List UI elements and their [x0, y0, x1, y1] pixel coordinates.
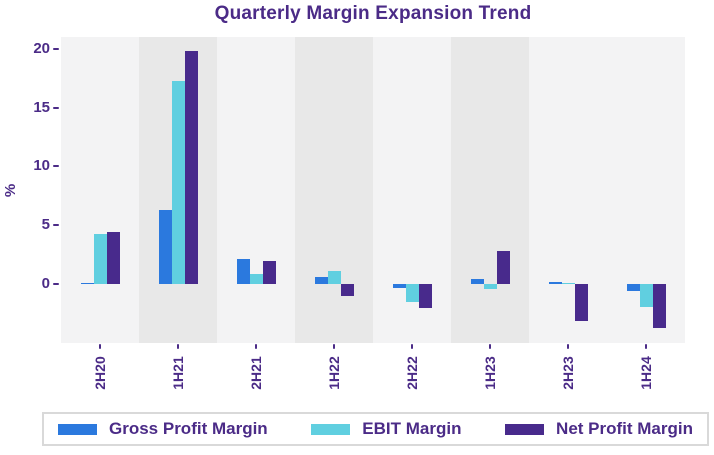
legend-item-net-profit-margin: Net Profit Margin: [505, 419, 693, 439]
bar-ebit-margin-1H23: [483, 284, 497, 289]
chart-title: Quarterly Margin Expansion Trend: [214, 3, 532, 24]
bar-gross-profit-margin-2H23: [548, 281, 562, 285]
bar-ebit-margin-2H20: [93, 233, 107, 285]
bar-ebit-margin-2H21: [249, 273, 263, 285]
bar-gross-profit-margin-2H21: [236, 259, 250, 285]
bar-gross-profit-margin-2H22: [392, 284, 406, 288]
x-tick-label-2H23: 2H23: [560, 356, 576, 390]
x-tick-2H21: [255, 344, 257, 349]
y-tick-0: [53, 283, 59, 286]
x-tick-1H21: [177, 344, 179, 349]
bar-net-profit-margin-1H21: [184, 51, 198, 285]
x-tick-1H22: [333, 344, 335, 349]
bar-gross-profit-margin-1H22: [314, 277, 328, 285]
plot-area: [61, 37, 685, 343]
x-tick-label-1H23: 1H23: [482, 356, 498, 390]
x-tick-label-1H24: 1H24: [638, 356, 654, 390]
bar-net-profit-margin-1H23: [496, 251, 510, 285]
bar-net-profit-margin-2H21: [262, 260, 276, 285]
legend-item-gross-profit-margin: Gross Profit Margin: [58, 419, 268, 439]
y-tick-10: [53, 165, 59, 168]
x-tick-2H20: [99, 344, 101, 349]
x-tick-2H22: [411, 344, 413, 349]
gross-profit-swatch-icon: [58, 423, 97, 435]
ebit-swatch-icon: [311, 423, 351, 435]
bar-gross-profit-margin-1H23: [470, 279, 484, 285]
category-band-1H23: [451, 37, 529, 343]
category-band-2H23: [529, 37, 607, 343]
category-band-1H22: [295, 37, 373, 343]
bar-net-profit-margin-2H20: [106, 232, 120, 285]
y-tick-15: [53, 106, 59, 109]
category-band-2H21: [217, 37, 295, 343]
x-tick-label-1H22: 1H22: [326, 356, 342, 390]
y-tick-label-0: 0: [41, 275, 50, 293]
y-axis-title: %: [2, 183, 20, 198]
bar-ebit-margin-1H21: [171, 80, 185, 285]
bar-ebit-margin-2H22: [405, 284, 419, 302]
legend-item-ebit-margin: EBIT Margin: [311, 419, 461, 439]
y-tick-label-15: 15: [33, 98, 50, 116]
x-tick-1H24: [645, 344, 647, 349]
bar-ebit-margin-1H22: [327, 271, 341, 285]
x-tick-label-1H21: 1H21: [170, 356, 186, 390]
bar-net-profit-margin-2H22: [418, 284, 432, 308]
net-profit-swatch-icon: [505, 423, 545, 435]
bar-gross-profit-margin-1H24: [626, 284, 640, 292]
y-tick-label-10: 10: [33, 157, 50, 175]
bar-net-profit-margin-2H23: [574, 284, 588, 321]
x-tick-label-2H20: 2H20: [92, 356, 108, 390]
category-band-2H20: [61, 37, 139, 343]
x-tick-label-2H22: 2H22: [404, 356, 420, 390]
bar-net-profit-margin-1H24: [652, 284, 666, 328]
y-tick-label-20: 20: [33, 39, 50, 57]
legend: Gross Profit Margin EBIT Margin Net Prof…: [42, 412, 709, 446]
x-tick-1H23: [489, 344, 491, 349]
legend-label: Net Profit Margin: [556, 419, 693, 438]
bar-gross-profit-margin-1H21: [158, 210, 172, 285]
x-tick-label-2H21: 2H21: [248, 356, 264, 390]
bar-gross-profit-margin-2H20: [80, 282, 94, 285]
x-tick-2H23: [567, 344, 569, 349]
bar-ebit-margin-1H24: [639, 284, 653, 307]
legend-label: EBIT Margin: [362, 419, 462, 438]
legend-label: Gross Profit Margin: [109, 419, 268, 438]
bar-ebit-margin-2H23: [561, 282, 575, 285]
y-tick-20: [53, 47, 59, 50]
y-tick-label-5: 5: [41, 216, 50, 234]
bar-net-profit-margin-1H22: [340, 284, 354, 296]
y-tick-5: [53, 224, 59, 227]
